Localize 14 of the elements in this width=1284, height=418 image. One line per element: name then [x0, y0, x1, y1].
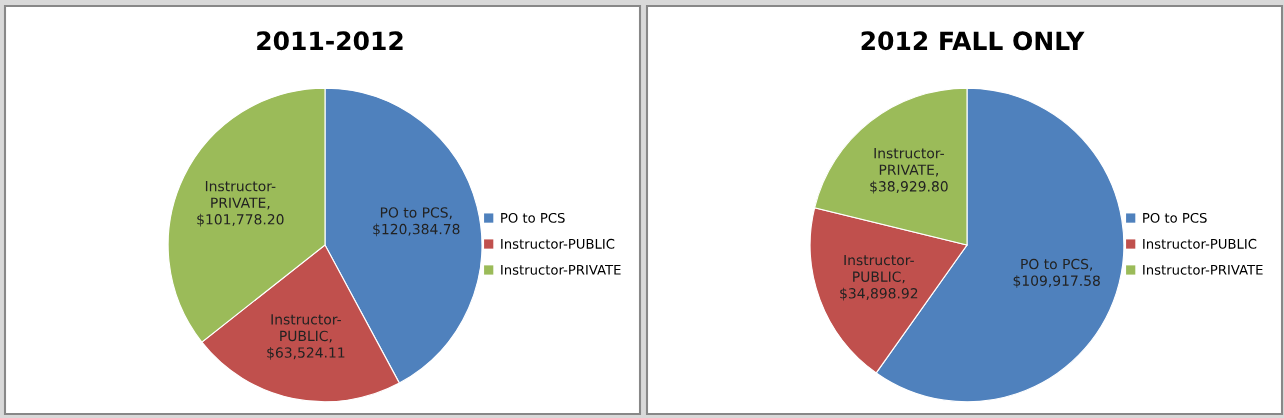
data-label: Instructor- PRIVATE, $38,929.80 [870, 148, 948, 194]
data-label: PO to PCS, $109,917.58 [1013, 258, 1100, 288]
chart-title: 2012 FALL ONLY [861, 31, 1085, 51]
data-label: PO to PCS, $120,384.78 [373, 207, 460, 237]
legend-label: PO to PCS [501, 212, 565, 223]
legend-label: Instructor-PRIVATE [1143, 264, 1263, 275]
legend-label: Instructor-PRIVATE [501, 264, 621, 275]
data-label: Instructor- PRIVATE, $101,778.20 [197, 181, 284, 227]
legend-label: Instructor-PUBLIC [1143, 238, 1257, 249]
legend-label: PO to PCS [1143, 212, 1207, 223]
data-label: Instructor- PUBLIC, $34,898.92 [840, 255, 918, 301]
data-label: Instructor- PUBLIC, $63,524.11 [267, 314, 345, 360]
chart-title: 2011-2012 [257, 31, 403, 51]
legend-label: Instructor-PUBLIC [501, 238, 615, 249]
